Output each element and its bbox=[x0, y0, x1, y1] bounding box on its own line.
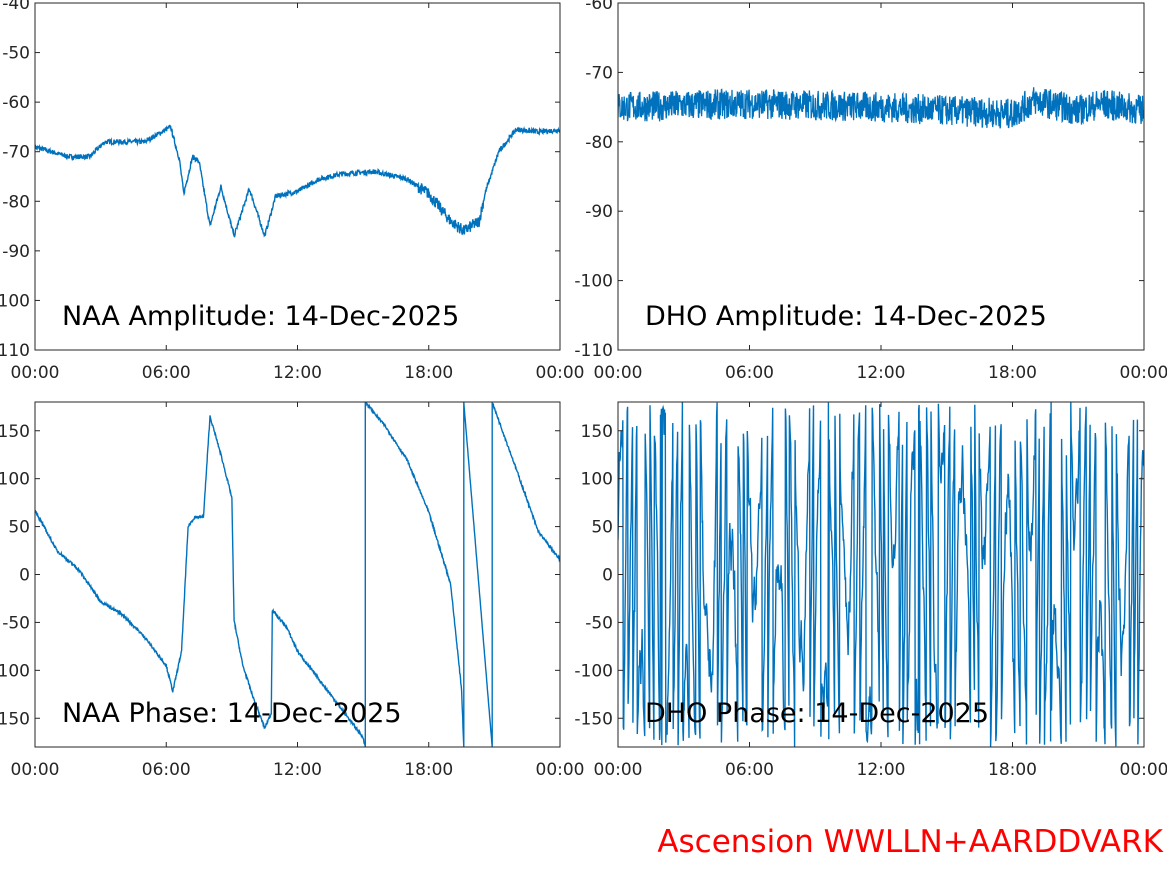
y-tick-label: -80 bbox=[2, 192, 30, 212]
x-tick-label: 18:00 bbox=[988, 363, 1037, 383]
y-tick-label: -70 bbox=[2, 143, 30, 163]
y-tick-label: -100 bbox=[574, 272, 613, 292]
x-tick-label: 06:00 bbox=[725, 363, 774, 383]
x-tick-label: 00:00 bbox=[536, 363, 585, 383]
y-tick-label: -100 bbox=[0, 291, 30, 311]
y-tick-label: -90 bbox=[2, 242, 30, 262]
x-tick-label: 00:00 bbox=[594, 363, 643, 383]
x-tick-label: 12:00 bbox=[857, 363, 906, 383]
subplot-title: NAA Amplitude: 14-Dec-2025 bbox=[62, 301, 459, 332]
axes-box bbox=[34, 2, 561, 351]
axes-box bbox=[34, 401, 561, 748]
y-tick-label: -110 bbox=[0, 341, 30, 361]
y-tick-label: -80 bbox=[585, 133, 613, 153]
x-tick-label: 00:00 bbox=[594, 760, 643, 780]
series-line bbox=[618, 402, 1144, 747]
x-tick-label: 12:00 bbox=[273, 363, 322, 383]
x-tick-label: 18:00 bbox=[404, 760, 453, 780]
x-tick-label: 06:00 bbox=[142, 760, 191, 780]
series-line bbox=[618, 87, 1144, 129]
y-tick-label: 150 bbox=[0, 422, 30, 442]
y-tick-label: 100 bbox=[581, 470, 613, 490]
y-tick-label: -100 bbox=[574, 661, 613, 681]
y-tick-label: 50 bbox=[591, 518, 613, 538]
x-tick-label: 18:00 bbox=[404, 363, 453, 383]
x-tick-label: 18:00 bbox=[988, 760, 1037, 780]
x-tick-label: 00:00 bbox=[11, 760, 60, 780]
x-tick-label: 12:00 bbox=[857, 760, 906, 780]
y-tick-label: -70 bbox=[585, 63, 613, 83]
series-line bbox=[35, 124, 560, 238]
x-tick-label: 00:00 bbox=[1120, 363, 1167, 383]
station-footer: Ascension WWLLN+AARDDVARK bbox=[657, 824, 1163, 860]
y-tick-label: -60 bbox=[2, 93, 30, 113]
series-line bbox=[35, 402, 560, 747]
x-tick-label: 00:00 bbox=[11, 363, 60, 383]
x-tick-label: 06:00 bbox=[142, 363, 191, 383]
subplot-title: DHO Amplitude: 14-Dec-2025 bbox=[645, 301, 1047, 332]
x-tick-label: 00:00 bbox=[1120, 760, 1167, 780]
y-tick-label: -60 bbox=[585, 0, 613, 14]
subplot-2: 150 100 50 0 -50 -100 -150 00:00 06:00 12:00 18:00… bbox=[0, 401, 585, 780]
y-tick-label: -150 bbox=[574, 709, 613, 729]
y-tick-label: -50 bbox=[585, 613, 613, 633]
y-tick-label: -100 bbox=[0, 661, 30, 681]
y-tick-label: -50 bbox=[2, 613, 30, 633]
y-tick-label: -50 bbox=[2, 44, 30, 64]
y-tick-label: -90 bbox=[585, 202, 613, 222]
y-tick-label: -150 bbox=[0, 709, 30, 729]
y-tick-label: -40 bbox=[2, 0, 30, 14]
x-tick-label: 12:00 bbox=[273, 760, 322, 780]
y-tick-label: 100 bbox=[0, 470, 30, 490]
subplot-title: NAA Phase: 14-Dec-2025 bbox=[62, 698, 402, 729]
y-tick-label: -110 bbox=[574, 341, 613, 361]
subplot-3: 150 100 50 0 -50 -100 -150 00:00 06:00 12:00 18:00… bbox=[574, 401, 1167, 780]
subplot-title: DHO Phase: 14-Dec-2025 bbox=[645, 698, 989, 729]
x-tick-label: 06:00 bbox=[725, 760, 774, 780]
y-tick-label: 0 bbox=[602, 566, 613, 586]
y-tick-label: 50 bbox=[8, 518, 30, 538]
y-tick-label: 0 bbox=[19, 566, 30, 586]
axes-box bbox=[617, 2, 1145, 351]
x-tick-label: 00:00 bbox=[536, 760, 585, 780]
y-tick-label: 150 bbox=[581, 422, 613, 442]
subplot-0: -40-50-60-70-80-90-100-11000:0006:0012:0… bbox=[0, 0, 585, 383]
